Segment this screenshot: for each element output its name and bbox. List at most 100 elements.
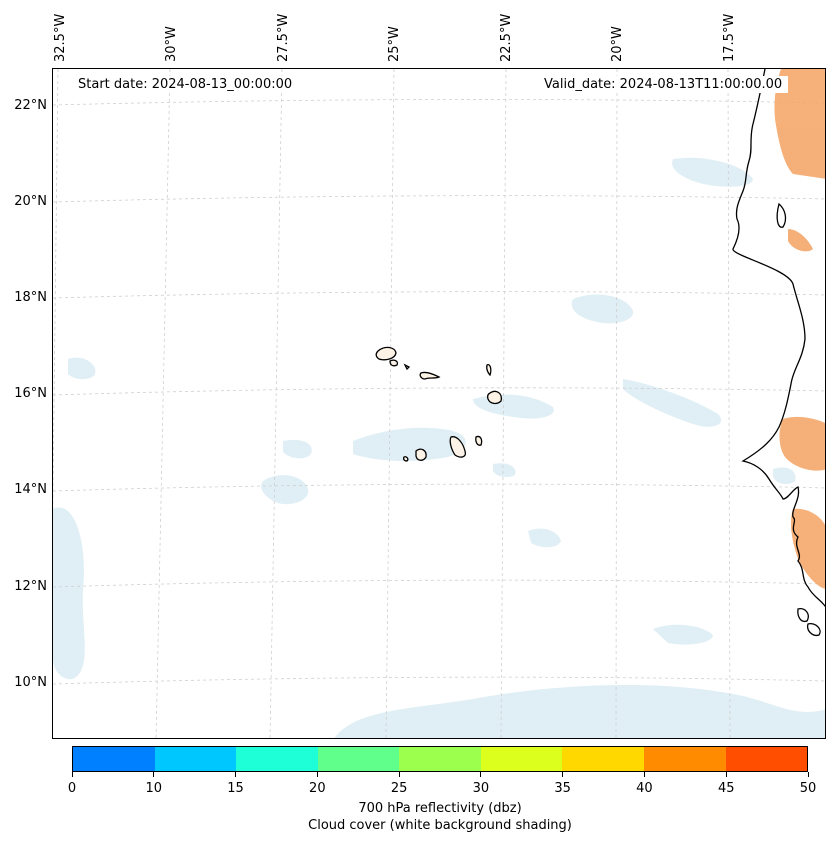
island-sao-vicente [389, 359, 399, 367]
colorbar-tick-label: 25 [390, 781, 408, 796]
coast-detail [797, 608, 809, 623]
lon-label: 30°W [164, 26, 179, 62]
reflectivity-patch [790, 508, 825, 589]
colorbar-tick-label: 30 [472, 781, 490, 796]
island-santiago [449, 436, 467, 458]
colorbar-tick-label: 15 [227, 781, 244, 796]
island-boa-vista [486, 390, 502, 405]
colorbar-tick-label: 50 [799, 781, 817, 796]
cloud-patch [528, 528, 561, 548]
coast-detail [807, 623, 821, 637]
colorbar-tick [480, 772, 482, 777]
colorbar-segment [154, 747, 237, 771]
reflectivity-patch [779, 416, 825, 471]
colorbar-tick-label: 35 [554, 781, 571, 796]
cloud-patch [473, 394, 554, 419]
reflectivity-patch [788, 229, 813, 252]
lat-label: 20°N [14, 194, 47, 209]
lat-label: 18°N [14, 290, 47, 305]
lat-label: 14°N [14, 482, 47, 497]
cloud-patch [672, 157, 753, 187]
cloud-patch [283, 439, 312, 459]
cloud-patch [773, 467, 796, 485]
lat-label: 12°N [14, 579, 47, 594]
colorbar-tick-label: 20 [309, 781, 326, 796]
map-panel [52, 68, 826, 739]
lon-label: 27.5°W [276, 13, 291, 62]
colorbar-tick-label: 10 [145, 781, 163, 796]
african-coastline [732, 69, 825, 608]
colorbar-tick-label: 0 [67, 781, 77, 796]
reflectivity-patch [774, 69, 825, 179]
colorbar-tick-label: 40 [636, 781, 653, 796]
lat-label: 10°N [14, 675, 47, 690]
colorbar [72, 746, 808, 772]
cloud-patch [261, 475, 309, 505]
colorbar-segment [317, 747, 400, 771]
colorbar-tick [807, 772, 809, 777]
colorbar-segment [562, 747, 644, 771]
cloud-patch [68, 357, 96, 380]
colorbar-tick [71, 772, 73, 777]
colorbar-segment [480, 747, 563, 771]
colorbar-segment [73, 747, 155, 771]
lon-label: 20°W [610, 26, 625, 62]
cloud-patch [571, 294, 634, 324]
graticule-grid [53, 69, 825, 738]
colorbar-tick [316, 772, 318, 777]
island-brava [402, 456, 409, 462]
cloud-patch [53, 507, 85, 680]
colorbar-tick [562, 772, 564, 777]
colorbar-tick [235, 772, 237, 777]
lon-label: 32.5°W [53, 13, 68, 62]
grid-meridian [385, 69, 395, 738]
lat-label: 22°N [14, 98, 47, 113]
grid-meridian [155, 69, 171, 738]
coastline [732, 69, 825, 637]
cloud-patch [353, 427, 466, 461]
colorbar-segment [643, 747, 726, 771]
grid-parallel [53, 99, 825, 106]
island-sao-nicolau [419, 371, 441, 380]
grid-parallel [53, 195, 825, 203]
grid-parallel [53, 291, 825, 299]
cloud-patch [493, 463, 516, 478]
reflectivity-shading [774, 69, 825, 589]
lon-label: 22.5°W [499, 13, 514, 62]
lon-label: 17.5°W [722, 13, 737, 62]
valid-date-label: Valid_date: 2024-08-13T11:00:00.00 [538, 76, 789, 93]
colorbar-tick [725, 772, 727, 777]
colorbar-tick [398, 772, 400, 777]
colorbar-tick [153, 772, 155, 777]
cloud-patch [653, 624, 713, 645]
grid-meridian [500, 69, 507, 738]
cloud-cover-shading [53, 157, 825, 738]
island-sal [486, 363, 492, 377]
colorbar-tick-label: 45 [717, 781, 735, 796]
cloud-patch [334, 684, 825, 738]
coast-detail [776, 202, 787, 228]
colorbar-segment [236, 747, 318, 771]
grid-parallel [53, 483, 825, 492]
map-canvas [53, 69, 825, 738]
colorbar-segment [725, 747, 808, 771]
lon-label: 25°W [387, 26, 402, 62]
island-santo-antao [375, 346, 397, 361]
island-fogo [415, 448, 427, 461]
grid-parallel [53, 676, 825, 685]
lat-label: 16°N [14, 386, 47, 401]
start-date-label: Start date: 2024-08-13_00:00:00 [72, 76, 299, 93]
grid-parallel [53, 387, 825, 396]
colorbar-segment [399, 747, 481, 771]
island-maio [475, 435, 483, 446]
colorbar-caption-reflectivity: 700 hPa reflectivity (dbz) [358, 801, 522, 816]
cloud-patch [623, 379, 722, 427]
grid-meridian [727, 69, 731, 738]
colorbar-tick [643, 772, 645, 777]
grid-meridian [615, 69, 618, 738]
colorbar-caption-cloud-cover: Cloud cover (white background shading) [308, 818, 572, 833]
grid-parallel [53, 579, 825, 588]
grid-meridian [269, 69, 283, 738]
island-santa-luzia [403, 363, 411, 371]
cape-verde-islands [375, 346, 502, 462]
